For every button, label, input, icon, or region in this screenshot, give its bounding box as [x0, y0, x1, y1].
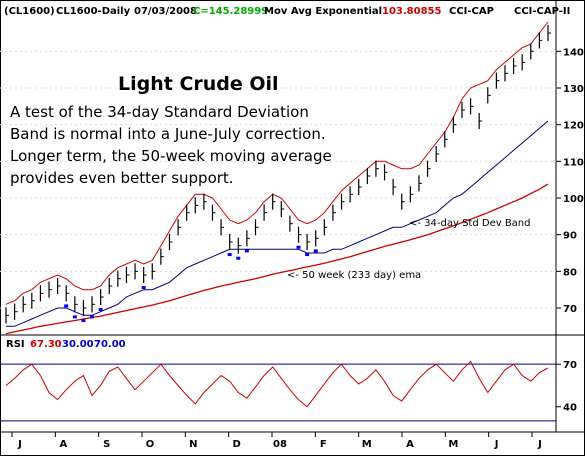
oversold-marker: [64, 304, 69, 308]
band-layer: [5, 21, 549, 327]
oversold-marker: [81, 319, 86, 323]
oversold-marker: [244, 249, 249, 253]
price-tick-label: 80: [563, 267, 577, 278]
month-label: F: [320, 439, 327, 450]
header-name: CL1600-Daily: [56, 6, 131, 17]
rsi-tick-label: 70: [563, 360, 577, 371]
price-tick-label: 70: [563, 304, 577, 315]
price-tick-label: 90: [563, 231, 577, 242]
price-tick-label: 120: [563, 121, 584, 132]
oversold-marker: [227, 253, 232, 257]
oversold-marker: [72, 315, 77, 319]
month-label: O: [146, 439, 155, 450]
month-label: A: [59, 439, 67, 450]
ema-line: [5, 183, 549, 335]
price-axis: 70 80 90 100 110 120 130 140: [556, 47, 584, 315]
rsi-low: 30.00: [62, 339, 94, 350]
month-label: J: [17, 439, 22, 450]
ema-label: <- 50 week (233 day) ema: [287, 270, 421, 281]
price-tick-label: 140: [563, 47, 584, 58]
oversold-marker: [98, 308, 103, 312]
rsi-label: RSI: [6, 339, 25, 350]
annotation-line-2: Band is normal into a June-July correcti…: [10, 125, 326, 143]
rsi-high: 70.00: [94, 339, 126, 350]
oversold-marker: [90, 315, 95, 319]
annotation-block: Light Crude Oil A test of the 34-day Sta…: [10, 73, 531, 281]
header-close: C=145.28999: [193, 6, 268, 17]
month-label: J: [537, 439, 542, 450]
header-date: 07/03/2008: [134, 6, 197, 17]
oversold-marker: [296, 245, 301, 249]
chart-title: Light Crude Oil: [118, 73, 279, 95]
oversold-marker: [305, 253, 310, 257]
annotation-line-1: A test of the 34-day Standard Deviation: [10, 103, 309, 121]
ema-layer: [5, 183, 549, 335]
header-cci1: CCI-CAP: [449, 6, 494, 17]
month-label: A: [406, 439, 414, 450]
rsi-tick-label: 40: [563, 403, 577, 414]
header-cci2: CCI-CAP-II: [514, 6, 570, 17]
annotation-line-3: Longer term, the 50-week moving average: [10, 147, 332, 165]
month-label: M: [448, 439, 458, 450]
header-indicator-value: 103.80855: [382, 6, 442, 17]
rsi-panel: [0, 360, 556, 422]
month-label: D: [233, 439, 241, 450]
lower-band-line: [6, 120, 549, 327]
rsi-line: [5, 360, 549, 408]
markers: [64, 245, 318, 323]
header-symbol: (CL1600): [4, 6, 55, 17]
upper-band-line: [5, 21, 549, 305]
time-axis: J A S O N D 08 F M A M J J: [11, 432, 542, 450]
price-tick-label: 100: [563, 194, 584, 205]
oversold-marker: [141, 286, 146, 290]
price-tick-label: 130: [563, 84, 584, 95]
rsi-header: RSI 67.30 30.00 70.00: [6, 339, 126, 350]
price-bars: [5, 24, 551, 324]
rsi-value: 67.30: [30, 339, 62, 350]
header: (CL1600) CL1600-Daily 07/03/2008 C=145.2…: [4, 6, 570, 17]
month-label: J: [494, 439, 499, 450]
oversold-marker: [313, 249, 318, 253]
annotation-line-4: provides even better support.: [10, 169, 234, 187]
oversold-marker: [236, 256, 241, 260]
band-label: <- 34-day Std Dev Band: [409, 218, 531, 229]
month-label: S: [103, 439, 110, 450]
header-indicator: Mov Avg Exponential: [264, 6, 382, 17]
price-tick-label: 110: [563, 157, 584, 168]
month-label: M: [362, 439, 372, 450]
month-label: N: [189, 439, 197, 450]
rsi-axis: 40 70: [556, 360, 577, 414]
month-label: 08: [273, 439, 287, 450]
